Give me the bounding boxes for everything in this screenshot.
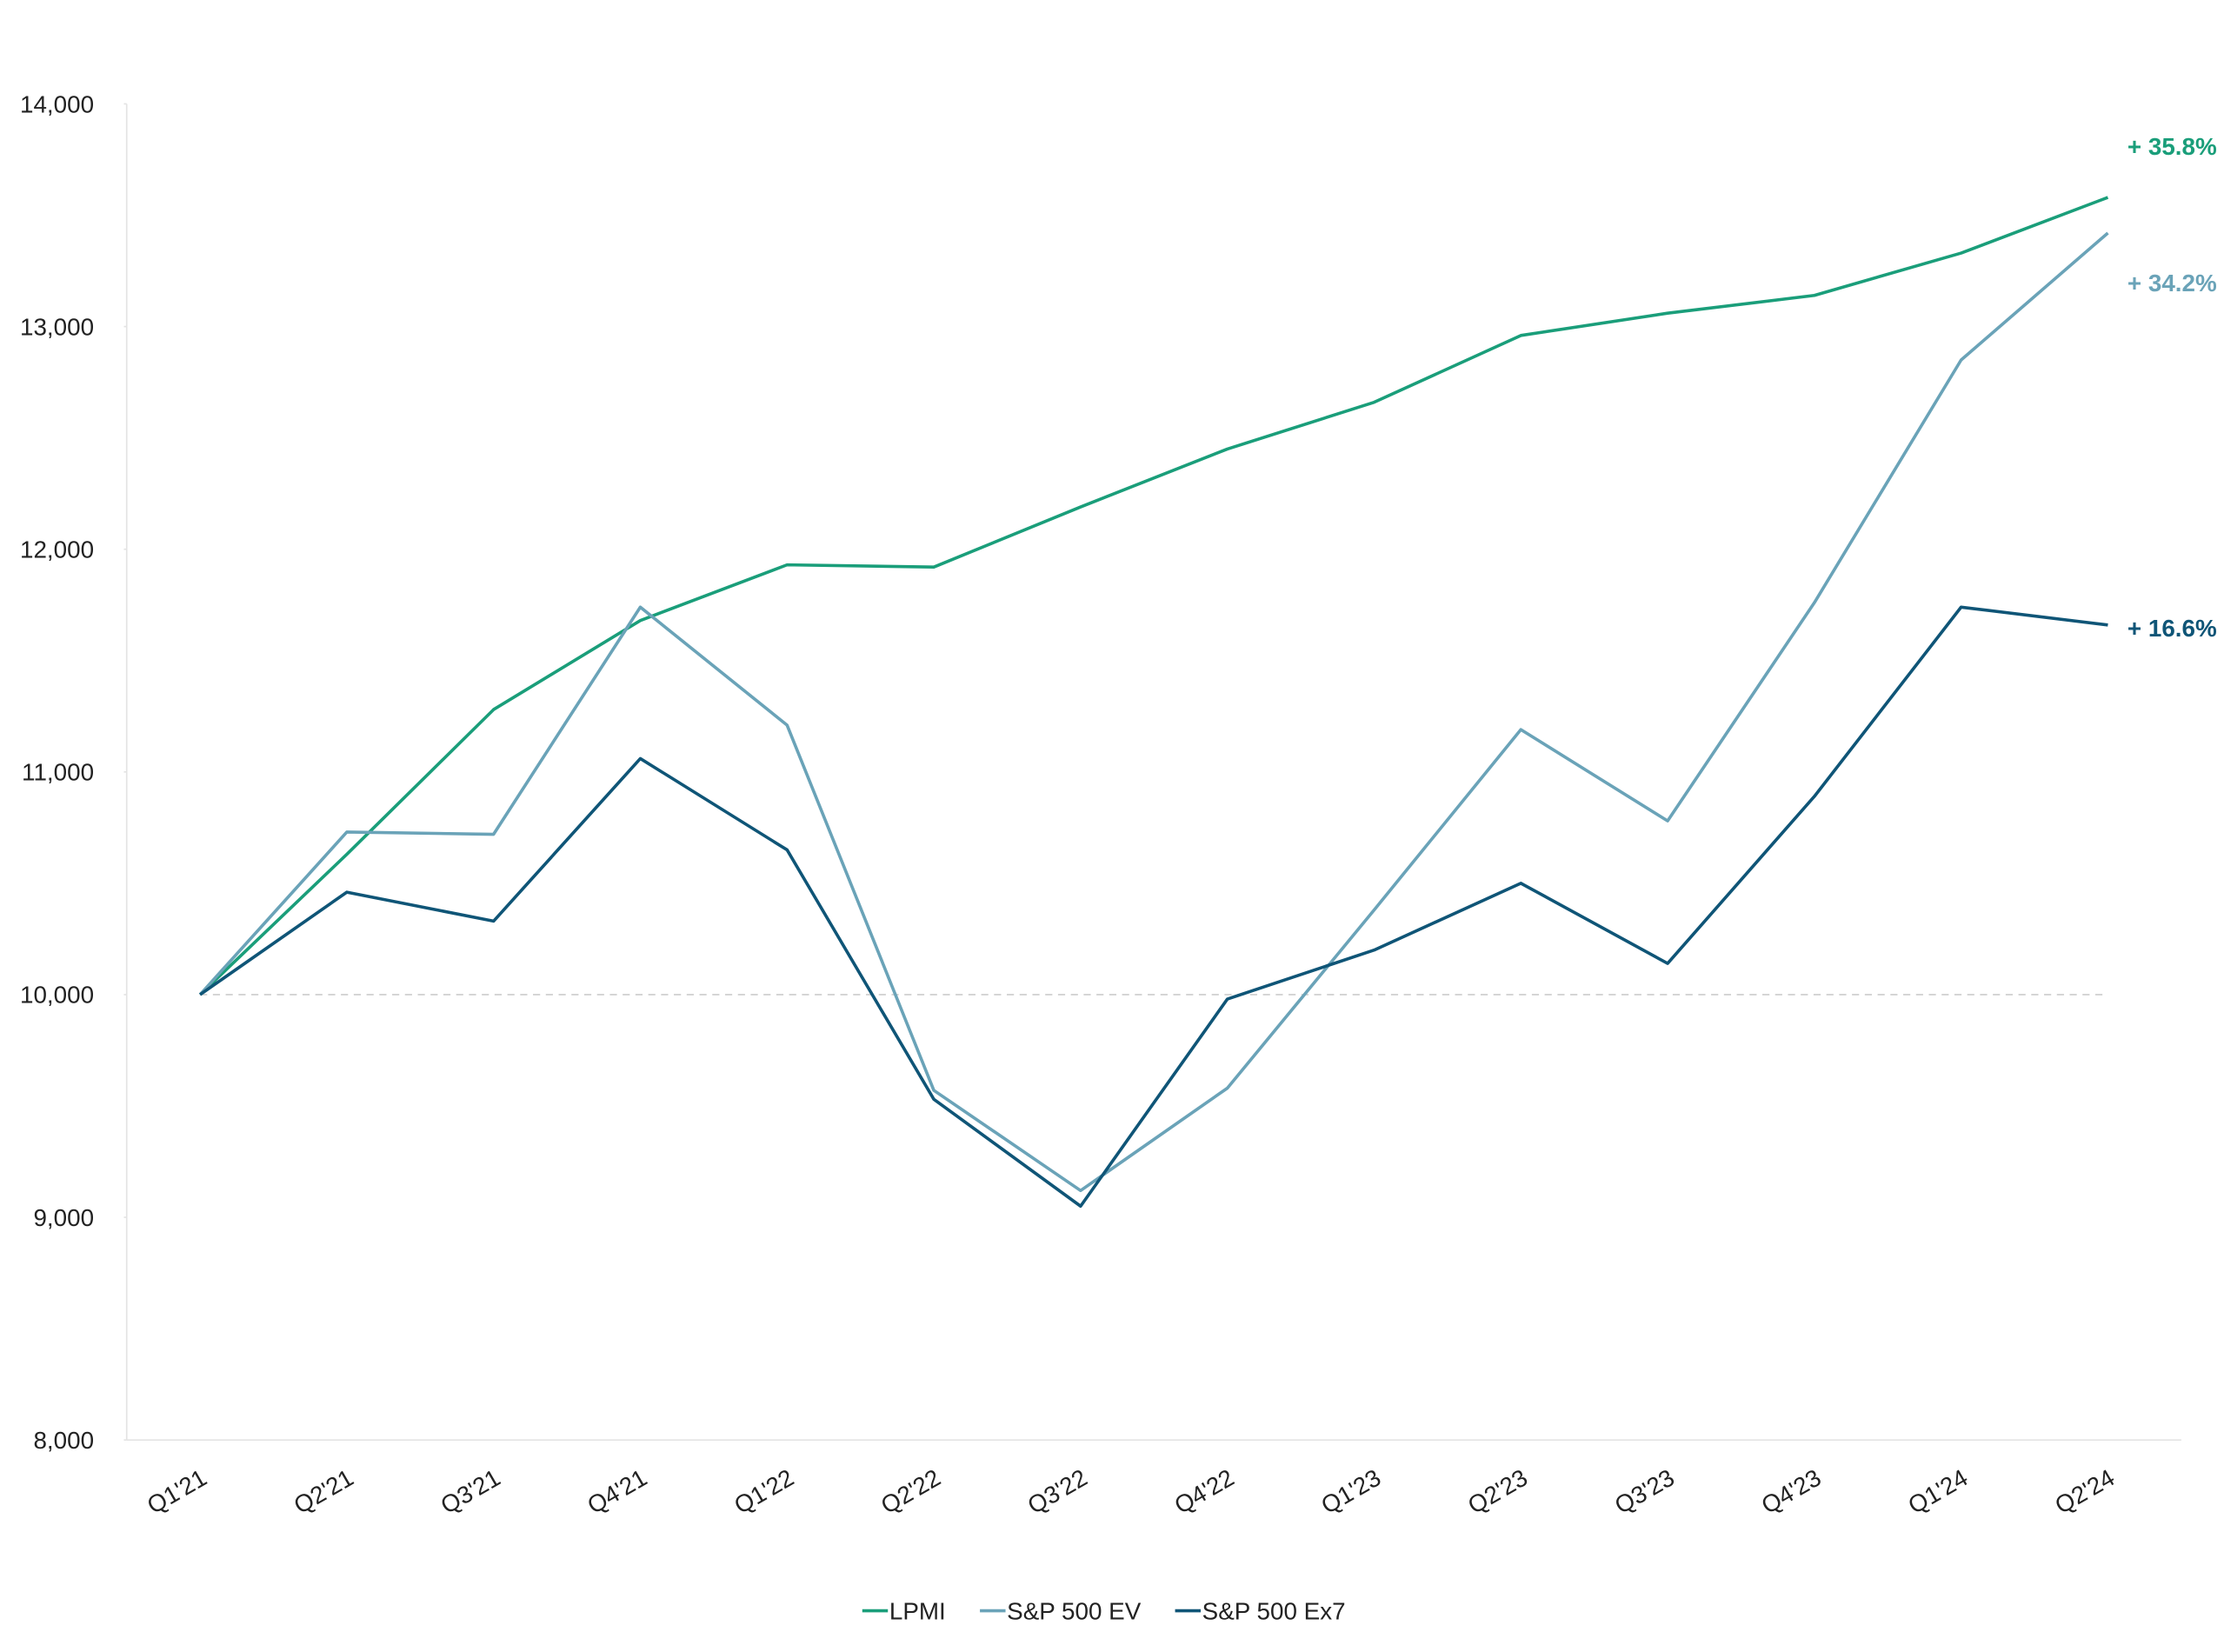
series-line <box>199 605 2108 1209</box>
series-line <box>198 196 2109 996</box>
x-tick-label: Q2'22 <box>876 1464 945 1520</box>
x-tick-label: Q1'21 <box>143 1464 211 1520</box>
x-tick-label: Q3'22 <box>1023 1464 1092 1520</box>
x-tick-label: Q1'23 <box>1316 1464 1385 1520</box>
series-annotation: + 35.8% <box>2127 133 2217 160</box>
x-tick-label: Q2'21 <box>290 1464 358 1520</box>
y-tick-label: 13,000 <box>20 313 94 340</box>
series-annotation: + 34.2% <box>2127 270 2217 296</box>
x-tick-label: Q1'22 <box>729 1464 798 1520</box>
x-tick-label: Q2'23 <box>1463 1464 1532 1520</box>
x-tick-label: Q3'23 <box>1610 1464 1679 1520</box>
x-tick-label: Q3'21 <box>436 1464 504 1520</box>
legend-label: LPMI <box>889 1597 946 1624</box>
x-tick-label: Q4'21 <box>583 1464 651 1520</box>
y-tick-label: 11,000 <box>22 759 94 786</box>
x-tick-label: Q1'24 <box>1903 1464 1972 1520</box>
y-tick-label: 9,000 <box>33 1204 94 1231</box>
x-tick-label: Q2'24 <box>2050 1464 2119 1520</box>
y-tick-label: 14,000 <box>20 90 94 117</box>
legend-label: S&P 500 EV <box>1007 1597 1142 1624</box>
y-tick-label: 10,000 <box>20 982 94 1009</box>
legend-label: S&P 500 Ex7 <box>1202 1597 1346 1624</box>
y-tick-label: 12,000 <box>20 536 94 563</box>
x-tick-label: Q4'23 <box>1757 1464 1826 1520</box>
x-tick-label: Q4'22 <box>1169 1464 1238 1520</box>
series-annotation: + 16.6% <box>2127 615 2217 642</box>
legend: LPMI S&P 500 EV S&P 500 Ex7 <box>862 1597 1346 1624</box>
series-line <box>198 231 2109 1193</box>
y-tick-label: 8,000 <box>33 1427 94 1454</box>
